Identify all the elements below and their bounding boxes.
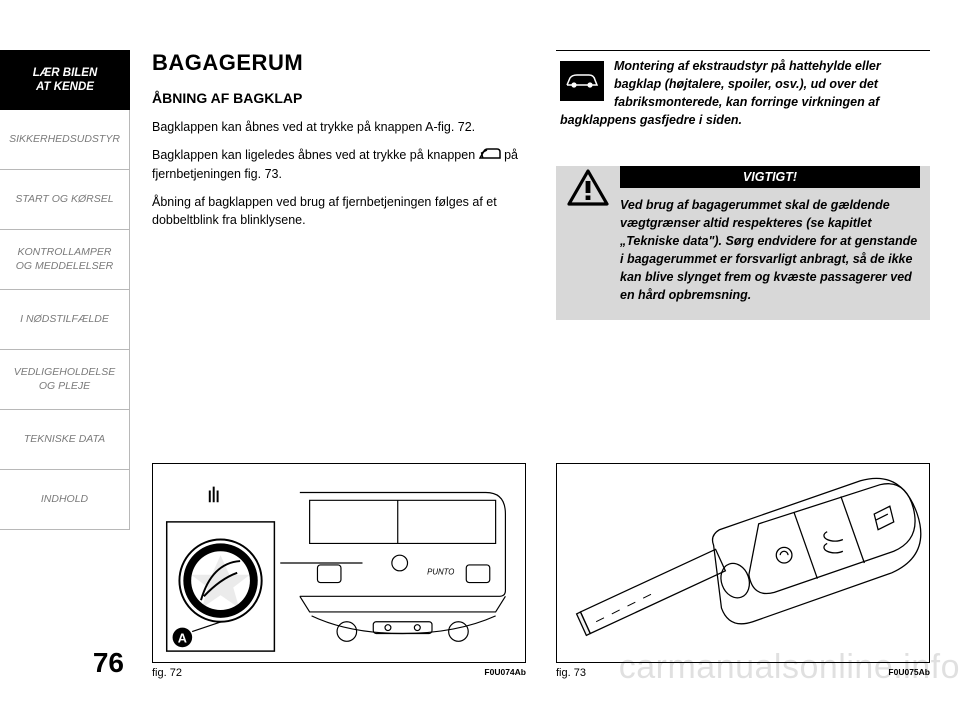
figure-label: fig. 72 xyxy=(152,667,182,679)
figure-72: PUNTO A xyxy=(152,463,526,679)
nav-tab-label: LÆR BILEN AT KENDE xyxy=(33,66,98,95)
nav-tab-warning-lights[interactable]: KONTROLLAMPER OG MEDDELELSER xyxy=(0,230,130,290)
nav-tab-label: TEKNISKE DATA xyxy=(24,433,105,446)
paragraph: Bagklappen kan åbnes ved at trykke på kn… xyxy=(152,118,526,136)
nav-tab-safety[interactable]: SIKKERHEDSUDSTYR xyxy=(0,110,130,170)
nav-tab-label: KONTROLLAMPER OG MEDDELELSER xyxy=(16,246,113,272)
manual-page: LÆR BILEN AT KENDE SIKKERHEDSUDSTYR STAR… xyxy=(0,0,960,709)
nav-tab-label: SIKKERHEDSUDSTYR xyxy=(9,133,120,146)
figure-frame: PUNTO A xyxy=(152,463,526,663)
key-remote-illustration xyxy=(557,464,929,662)
figure-frame xyxy=(556,463,930,663)
svg-text:PUNTO: PUNTO xyxy=(427,568,454,577)
warning-title: VIGTIGT! xyxy=(620,166,920,188)
trunk-open-icon xyxy=(479,147,501,165)
figure-caption: fig. 73 F0U075Ab xyxy=(556,667,930,679)
nav-tab-maintenance[interactable]: VEDLIGEHOLDELSE OG PLEJE xyxy=(0,350,130,410)
warning-block: VIGTIGT! Ved brug af bagagerummet skal d… xyxy=(556,166,930,321)
sidebar-nav: LÆR BILEN AT KENDE SIKKERHEDSUDSTYR STAR… xyxy=(0,50,130,679)
note-block: Montering af ekstraudstyr på hattehylde … xyxy=(556,50,930,140)
car-side-icon xyxy=(560,61,604,101)
nav-tab-index[interactable]: INDHOLD xyxy=(0,470,130,530)
nav-tab-label: INDHOLD xyxy=(41,493,88,506)
nav-tab-tech-data[interactable]: TEKNISKE DATA xyxy=(0,410,130,470)
paragraph-part: Bagklappen kan ligeledes åbnes ved at tr… xyxy=(152,148,479,162)
paragraph: Bagklappen kan ligeledes åbnes ved at tr… xyxy=(152,146,526,183)
section-subtitle: ÅBNING AF BAGKLAP xyxy=(152,90,526,106)
nav-tab-emergency[interactable]: I NØDSTILFÆLDE xyxy=(0,290,130,350)
left-column: BAGAGERUM ÅBNING AF BAGKLAP Bagklappen k… xyxy=(152,50,526,679)
warning-triangle-icon xyxy=(566,168,610,208)
right-column: Montering af ekstraudstyr på hattehylde … xyxy=(556,50,930,679)
nav-tab-start-drive[interactable]: START OG KØRSEL xyxy=(0,170,130,230)
section-title: BAGAGERUM xyxy=(152,50,526,76)
nav-tab-learn-car[interactable]: LÆR BILEN AT KENDE xyxy=(0,50,130,110)
nav-tab-label: START OG KØRSEL xyxy=(15,193,113,206)
warning-text: Ved brug af bagagerummet skal de gældend… xyxy=(566,188,920,305)
figure-code: F0U075Ab xyxy=(888,667,930,679)
page-number: 76 xyxy=(0,647,130,679)
note-text: Montering af ekstraudstyr på hattehylde … xyxy=(560,59,881,127)
page-content: BAGAGERUM ÅBNING AF BAGKLAP Bagklappen k… xyxy=(130,50,930,679)
nav-tab-label: VEDLIGEHOLDELSE OG PLEJE xyxy=(14,366,116,392)
figure-code: F0U074Ab xyxy=(484,667,526,679)
figure-caption: fig. 72 F0U074Ab xyxy=(152,667,526,679)
paragraph: Åbning af bagklappen ved brug af fjernbe… xyxy=(152,193,526,229)
nav-tab-label: I NØDSTILFÆLDE xyxy=(20,313,109,326)
car-rear-illustration: PUNTO A xyxy=(153,464,525,662)
callout-a: A xyxy=(178,630,187,645)
figure-73: fig. 73 F0U075Ab xyxy=(556,463,930,679)
figure-label: fig. 73 xyxy=(556,667,586,679)
